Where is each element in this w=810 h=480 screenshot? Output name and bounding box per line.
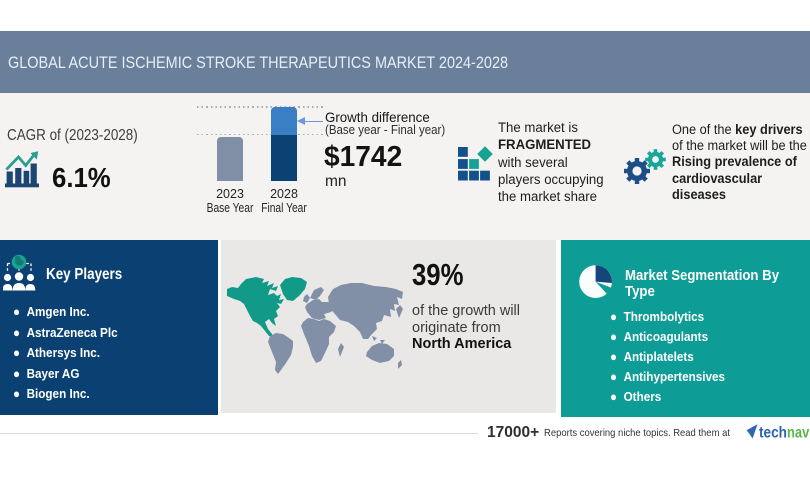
svg-text:tech: tech: [759, 425, 787, 442]
svg-text:navi: navi: [787, 425, 810, 442]
